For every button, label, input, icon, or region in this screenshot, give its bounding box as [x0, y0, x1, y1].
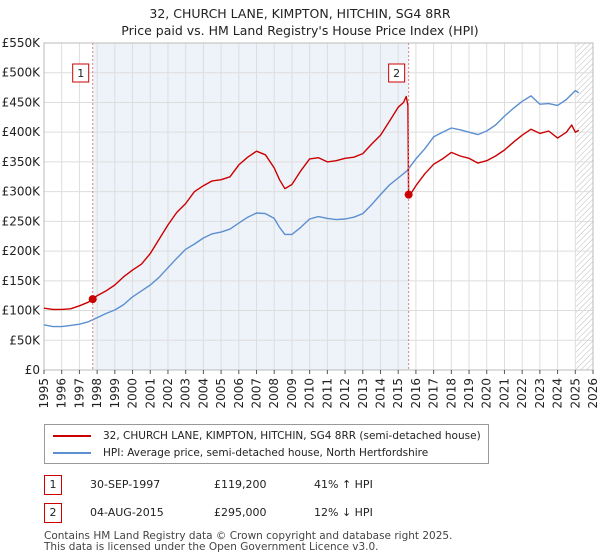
x-tick-label: 2015	[391, 378, 405, 409]
y-tick-label: £350K	[2, 155, 42, 169]
x-tick-label: 2000	[126, 378, 140, 409]
x-tick-label: 2017	[427, 378, 441, 409]
sale-marker-label: 1	[77, 67, 84, 80]
x-tick-label: 2008	[267, 378, 281, 409]
x-tick-label: 2009	[285, 378, 299, 409]
x-tick-label: 2010	[303, 378, 317, 409]
x-tick-label: 2014	[373, 378, 387, 409]
ownership-band	[92, 43, 409, 370]
series-line-property	[43, 95, 580, 311]
legend-label-hpi: HPI: Average price, semi-detached house,…	[103, 447, 429, 459]
x-tick-label: 2006	[232, 378, 246, 409]
y-tick-label: £400K	[2, 125, 42, 139]
x-tick-label: 1997	[72, 378, 86, 409]
x-tick-label: 1996	[55, 378, 69, 409]
transaction-price: £119,200	[214, 478, 267, 491]
y-tick-label: £550K	[2, 36, 42, 50]
x-tick-label: 2021	[497, 378, 511, 409]
sale-point	[88, 295, 97, 304]
transaction-badge: 1	[44, 475, 62, 495]
x-tick-label: 2004	[196, 378, 210, 409]
y-tick-label: £300K	[2, 185, 42, 199]
plot-border	[43, 42, 594, 371]
legend-swatch-property	[53, 435, 91, 437]
transaction-price: £295,000	[214, 506, 267, 519]
y-tick-label: £0	[25, 363, 40, 377]
x-tick-label: 2007	[250, 378, 264, 409]
footer-line-1: Contains HM Land Registry data © Crown c…	[44, 530, 453, 542]
x-tick-label: 2019	[462, 378, 476, 409]
y-tick-label: £450K	[2, 95, 42, 109]
x-tick-label: 2012	[338, 378, 352, 409]
x-tick-label: 2016	[409, 378, 423, 409]
y-tick-label: £100K	[2, 304, 42, 318]
x-tick-label: 1998	[90, 378, 104, 409]
x-tick-label: 2023	[533, 378, 547, 409]
sale-marker-label: 2	[393, 67, 400, 80]
legend-item-hpi: HPI: Average price, semi-detached house,…	[53, 445, 428, 461]
transaction-hpi-diff: 41% ↑ HPI	[314, 478, 373, 491]
series-line-hpi	[43, 89, 580, 328]
x-tick-label: 1999	[108, 378, 122, 409]
x-tick-label: 2003	[179, 378, 193, 409]
chart-subtitle: Price paid vs. HM Land Registry's House …	[121, 23, 479, 38]
x-tick-label: 2020	[480, 378, 494, 409]
legend-item-property: 32, CHURCH LANE, KIMPTON, HITCHIN, SG4 8…	[53, 428, 481, 444]
transaction-row: 2 04-AUG-2015 £295,000 12% ↓ HPI	[44, 503, 564, 523]
transaction-hpi-diff: 12% ↓ HPI	[314, 506, 373, 519]
sale-marker-box	[72, 63, 90, 83]
transaction-row: 1 30-SEP-1997 £119,200 41% ↑ HPI	[44, 475, 564, 495]
x-tick-label: 2026	[586, 378, 600, 409]
transaction-date: 04-AUG-2015	[90, 506, 164, 519]
legend: 32, CHURCH LANE, KIMPTON, HITCHIN, SG4 8…	[44, 424, 489, 464]
legend-swatch-hpi	[53, 452, 91, 454]
y-tick-label: £500K	[2, 66, 42, 80]
x-tick-label: 2024	[551, 378, 565, 409]
x-tick-label: 2002	[161, 378, 175, 409]
transaction-date: 30-SEP-1997	[90, 478, 161, 491]
y-tick-label: £250K	[2, 214, 42, 228]
y-tick-label: £200K	[2, 244, 42, 258]
x-tick-label: 2001	[143, 378, 157, 409]
future-hatch	[576, 43, 593, 370]
chart-title: 32, CHURCH LANE, KIMPTON, HITCHIN, SG4 8…	[149, 6, 451, 21]
x-tick-label: 2025	[568, 378, 582, 409]
x-tick-label: 2005	[214, 378, 228, 409]
footer: Contains HM Land Registry data © Crown c…	[44, 531, 452, 553]
x-tick-label: 2022	[515, 378, 529, 409]
y-tick-label: £150K	[2, 274, 42, 288]
transaction-badge: 2	[44, 503, 62, 523]
x-tick-label: 2018	[444, 378, 458, 409]
x-tick-label: 1995	[37, 378, 51, 409]
footer-line-2: This data is licensed under the Open Gov…	[44, 541, 379, 553]
sale-marker-box	[388, 63, 406, 83]
x-tick-label: 2011	[320, 378, 334, 409]
price-chart: £0 £50K £100K £150K £200K £250K £300K £350K £400…	[2, 36, 600, 409]
sale-point	[404, 190, 413, 199]
x-tick-label: 2013	[356, 378, 370, 409]
y-tick-label: £50K	[9, 333, 41, 347]
legend-label-property: 32, CHURCH LANE, KIMPTON, HITCHIN, SG4 8…	[103, 430, 481, 442]
